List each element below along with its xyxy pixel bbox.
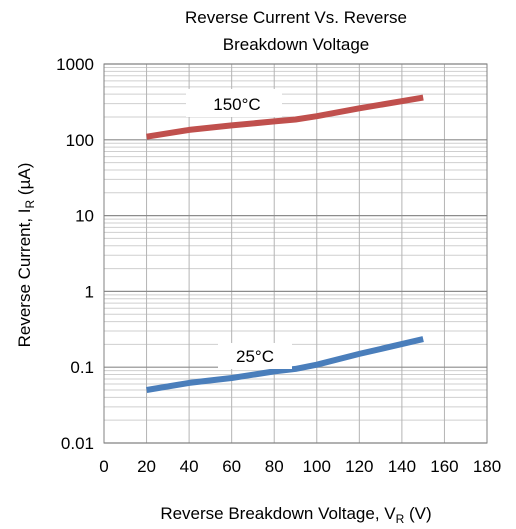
y-tick-label: 100 bbox=[66, 131, 94, 150]
plot-area-border bbox=[103, 63, 488, 444]
series-label-150c: 150°C bbox=[213, 95, 260, 114]
x-axis-label-subscript: R bbox=[396, 512, 405, 526]
x-tick-label: 180 bbox=[473, 457, 501, 476]
x-axis-label: Reverse Breakdown Voltage, VR (V) bbox=[160, 504, 431, 526]
y-axis-label: Reverse Current, IR (µA) bbox=[15, 163, 37, 348]
x-tick-label: 20 bbox=[137, 457, 156, 476]
y-tick-label: 1 bbox=[85, 282, 94, 301]
x-tick-label: 0 bbox=[99, 457, 108, 476]
x-tick-label: 60 bbox=[222, 457, 241, 476]
series-layer bbox=[146, 94, 424, 393]
series-label-25c-bg bbox=[218, 343, 292, 369]
series-label-150c-bg bbox=[186, 89, 282, 117]
x-tick-label: 100 bbox=[303, 457, 331, 476]
chart-title-line-1: Reverse Current Vs. Reverse bbox=[185, 8, 407, 27]
series-label-25c: 25°C bbox=[236, 347, 274, 366]
x-tick-label: 80 bbox=[265, 457, 284, 476]
series-line-150c bbox=[146, 94, 424, 140]
y-axis-label-subscript: R bbox=[23, 199, 37, 208]
y-tick-label: 0.01 bbox=[61, 434, 94, 453]
x-tick-label: 160 bbox=[430, 457, 458, 476]
y-tick-label: 10 bbox=[75, 207, 94, 226]
x-tick-label: 40 bbox=[180, 457, 199, 476]
x-tick-label: 140 bbox=[388, 457, 416, 476]
tick-labels: 0 20 40 60 80 100 120 140 160 180 0.01 0.1 1 10 100 100… bbox=[56, 55, 501, 476]
y-tick-label: 0.1 bbox=[70, 358, 94, 377]
y-tick-label: 1000 bbox=[56, 55, 94, 74]
chart-title-line-2: Breakdown Voltage bbox=[223, 35, 370, 54]
x-tick-label: 120 bbox=[345, 457, 373, 476]
series-line-25c bbox=[146, 336, 424, 393]
